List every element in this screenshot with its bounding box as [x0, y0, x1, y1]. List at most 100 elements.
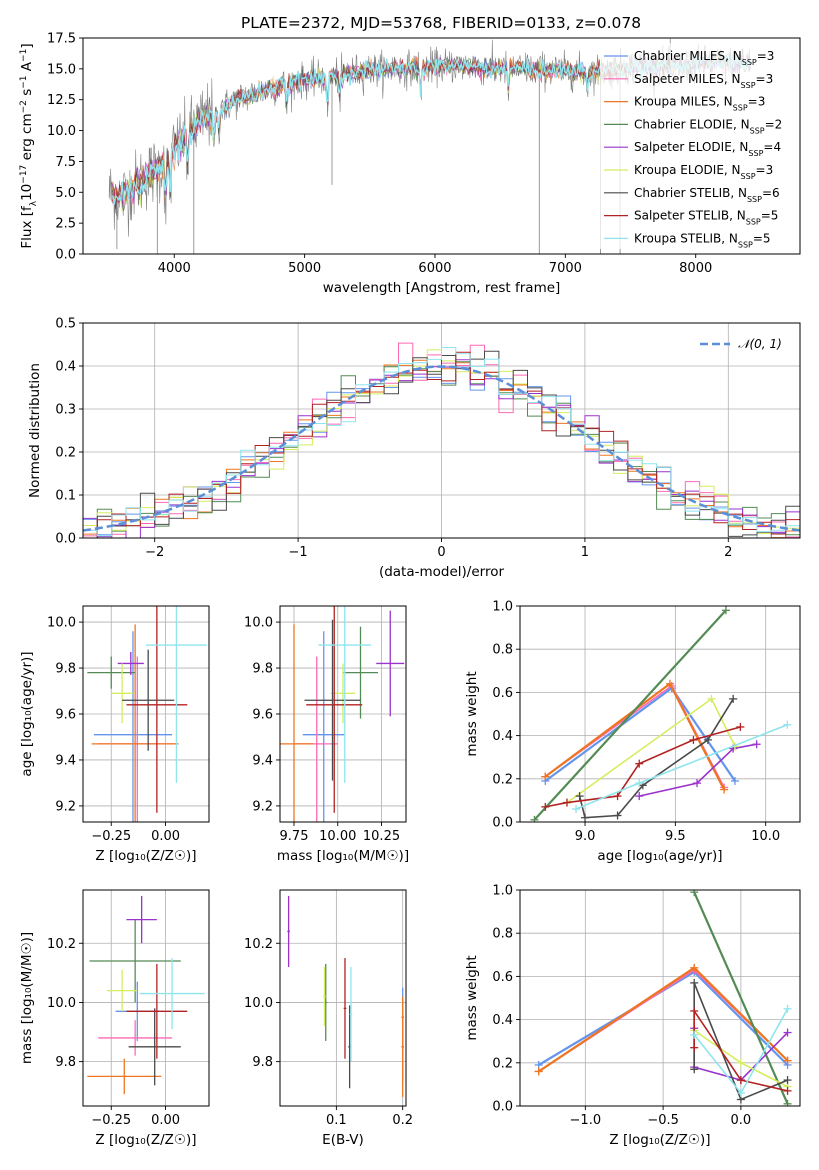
spectrum-panel: 4000 5000 6000 7000 8000 0.0 2.5 5.0 7.5 10.0 12.5… [19, 32, 801, 296]
legend-entry-count: =5 [761, 209, 779, 223]
mass-weight-line [545, 726, 741, 808]
legend-entry-name: Chabrier ELODIE, N [634, 117, 750, 131]
x-tick-label: 7000 [549, 261, 582, 276]
legend-entry-name: Salpeter MILES, N [634, 72, 741, 86]
y-tick-label: 0.0 [55, 532, 76, 547]
y-axis-label: Normed distribution [27, 363, 43, 498]
y-tick-label: 10.0 [47, 124, 76, 139]
axes-frame [82, 37, 801, 255]
legend-entry: Chabrier MILES, NSSP=3 [634, 49, 774, 67]
y-tick-label: 0.1 [55, 489, 76, 504]
y-tick-label: 9.8 [55, 1055, 76, 1070]
y-axis-label-part: 10 [19, 184, 35, 201]
legend-entry-count: =6 [762, 186, 780, 200]
y-axis-label-part: −1 [19, 49, 29, 62]
age-vs-Z-plot-area [87, 606, 207, 822]
axes-frame [82, 605, 210, 823]
y-axis-label: age [log₁₀(age/yr)] [19, 651, 35, 776]
y-tick-label: 0.2 [55, 446, 76, 461]
y-axis-label-part: −1 [19, 75, 29, 88]
mass-weight-line [693, 1008, 788, 1092]
y-tick-label: 0.0 [492, 816, 513, 831]
y-axis-label: Flux [fλ10−17 erg cm−2 s−1 A−1] [19, 43, 39, 248]
weight-vs-age-panel: 9.0 9.5 10.0 0.0 0.2 0.4 0.6 0.8 1.0 age [log₁₀(a… [464, 600, 801, 864]
x-axis-label: wavelength [Angstrom, rest frame] [323, 280, 561, 296]
y-axis-label-part: −2 [19, 100, 29, 113]
x-tick-label: −1.0 [570, 1113, 602, 1128]
y-tick-label: 0.4 [492, 1013, 513, 1028]
y-tick-label: 12.5 [47, 93, 76, 108]
y-tick-label: 0.0 [492, 1100, 513, 1115]
x-axis-label: mass [log₁₀(M/M☉)] [277, 848, 409, 864]
legend-entry-sub: SSP [741, 80, 756, 89]
y-axis-label-part: s [19, 89, 35, 100]
age-vs-mass-plot-area [280, 606, 405, 822]
y-tick-label: 0.6 [492, 970, 513, 985]
gaussian-reference-line [83, 365, 800, 532]
gaussian-legend-label: 𝒩(0, 1) [738, 337, 782, 351]
legend-entry-count: =4 [763, 140, 781, 154]
legend-entry-sub: SSP [746, 217, 761, 226]
mass-vs-EBV-plot-area [287, 895, 405, 1098]
legend-entry: Chabrier STELIB, NSSP=6 [634, 186, 780, 204]
mass-vs-Z-panel: −0.25 0.00 9.8 10.0 10.2 Z [log₁₀(Z/Z☉)] mass … [19, 889, 210, 1148]
legend-entry-name: Chabrier MILES, N [634, 49, 742, 63]
legend-entry-sub: SSP [733, 103, 748, 112]
x-tick-label: 5000 [288, 261, 321, 276]
y-axis-label-part: erg cm [19, 113, 35, 164]
y-tick-label: 17.5 [47, 32, 76, 47]
residual-histogram-line [83, 350, 800, 538]
legend-entry-name: Kroupa STELIB, N [634, 231, 738, 245]
legend-entry: Chabrier ELODIE, NSSP=2 [634, 117, 782, 135]
y-tick-label: 9.4 [55, 753, 76, 768]
legend-entry: Salpeter ELODIE, NSSP=4 [634, 140, 781, 158]
mass-vs-EBV-panel: 0.1 0.2 9.8 10.0 10.2 E(B-V) [244, 889, 413, 1148]
axes-frame [82, 322, 801, 539]
weight-vs-Z-panel: −1.0 −0.5 0.0 0.0 0.2 0.4 0.6 0.8 1.0 Z [log₁₀(Z/… [464, 884, 801, 1148]
mass-weight-line [693, 891, 789, 1105]
y-tick-label: 0.4 [55, 360, 76, 375]
y-tick-label: 0.2 [492, 1056, 513, 1071]
x-axis-label: (data-model)/error [379, 564, 505, 580]
weight-vs-Z-plot-area [534, 890, 792, 1106]
x-tick-label: 9.75 [280, 829, 309, 844]
legend-entry-count: =5 [753, 231, 771, 245]
age-vs-Z-panel: −0.25 0.00 9.2 9.4 9.6 9.8 10.0 Z [log₁₀(Z/Z☉)]… [19, 605, 210, 864]
residual-histogram-line [83, 347, 800, 537]
y-tick-label: 9.6 [55, 708, 76, 723]
x-tick-label: 10.0 [751, 829, 780, 844]
legend-entry-count: =2 [765, 117, 783, 131]
x-tick-label: 0.00 [151, 829, 180, 844]
legend-entry-name: Salpeter ELODIE, N [634, 140, 748, 154]
x-axis-label: age [log₁₀(age/yr)] [597, 848, 722, 864]
legend-box [600, 43, 796, 249]
y-tick-label: 1.0 [492, 600, 513, 615]
y-tick-label: 0.4 [492, 729, 513, 744]
y-axis-label-part: Flux [f [19, 205, 35, 249]
x-tick-label: 0.2 [392, 1113, 413, 1128]
x-tick-label: 10.00 [319, 829, 356, 844]
y-tick-label: 9.6 [252, 708, 273, 723]
y-axis-label-part: ] [19, 43, 35, 48]
axes-frame [519, 889, 801, 1107]
mass-weight-line [533, 609, 727, 821]
x-axis-label: E(B-V) [322, 1132, 364, 1148]
legend-entry-count: =3 [757, 49, 775, 63]
residuals-panel: −2 −1 0 1 2 0.0 0.1 0.2 0.3 0.4 0.5 (data-model)/er… [27, 317, 801, 580]
legend-entry-name: Kroupa MILES, N [634, 95, 733, 109]
axes-frame [279, 889, 407, 1107]
legend-entry-name: Kroupa ELODIE, N [634, 163, 741, 177]
y-axis-label: mass [log₁₀(M/M☉)] [19, 932, 35, 1064]
x-tick-label: 8000 [679, 261, 712, 276]
y-tick-label: 9.8 [252, 662, 273, 677]
figure-title: PLATE=2372, MJD=53768, FIBERID=0133, z=0… [241, 14, 641, 32]
residuals-plot-area [83, 342, 800, 538]
y-tick-label: 2.5 [55, 217, 76, 232]
y-tick-label: 0.2 [492, 772, 513, 787]
x-axis-label: Z [log₁₀(Z/Z☉)] [95, 848, 196, 864]
x-tick-label: 4000 [158, 261, 191, 276]
y-tick-label: 5.0 [55, 186, 76, 201]
x-tick-label: 2 [724, 545, 732, 560]
